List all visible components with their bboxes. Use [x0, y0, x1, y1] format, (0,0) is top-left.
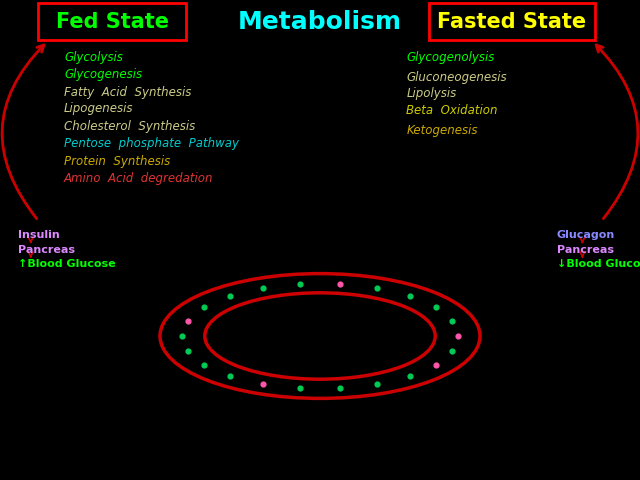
Point	[199, 304, 209, 312]
Point	[447, 347, 457, 355]
Text: Protein  Synthesis: Protein Synthesis	[64, 155, 170, 168]
FancyArrowPatch shape	[580, 252, 584, 257]
Point	[225, 372, 235, 380]
Point	[335, 384, 345, 392]
Point	[405, 372, 415, 380]
Point	[177, 332, 188, 340]
Text: Glycolysis: Glycolysis	[64, 51, 123, 64]
Text: Lipolysis: Lipolysis	[406, 87, 457, 100]
Point	[258, 284, 268, 292]
Text: Pancreas: Pancreas	[18, 245, 75, 254]
Point	[225, 292, 235, 300]
Text: Lipogenesis: Lipogenesis	[64, 102, 134, 116]
Text: ↓Blood Glucose: ↓Blood Glucose	[557, 259, 640, 269]
Text: Fed State: Fed State	[56, 12, 168, 32]
FancyArrowPatch shape	[580, 238, 584, 242]
Text: Glucagon: Glucagon	[557, 230, 615, 240]
FancyArrowPatch shape	[596, 45, 638, 218]
Point	[295, 280, 305, 288]
Text: Pentose  phosphate  Pathway: Pentose phosphate Pathway	[64, 137, 239, 151]
Point	[295, 384, 305, 392]
FancyArrowPatch shape	[29, 238, 33, 242]
Text: Pancreas: Pancreas	[557, 245, 614, 254]
Text: Glycogenesis: Glycogenesis	[64, 68, 142, 81]
Text: Ketogenesis: Ketogenesis	[406, 124, 478, 137]
Point	[452, 332, 463, 340]
Point	[431, 360, 441, 368]
Point	[372, 380, 382, 388]
Text: ↑Blood Glucose: ↑Blood Glucose	[18, 259, 116, 269]
FancyArrowPatch shape	[29, 252, 33, 257]
Point	[183, 347, 193, 355]
Point	[405, 292, 415, 300]
Point	[447, 317, 457, 325]
Text: Cholesterol  Synthesis: Cholesterol Synthesis	[64, 120, 195, 133]
FancyArrowPatch shape	[2, 45, 44, 218]
Text: Metabolism: Metabolism	[238, 10, 402, 34]
Text: Beta  Oxidation: Beta Oxidation	[406, 104, 498, 117]
Text: Fatty  Acid  Synthesis: Fatty Acid Synthesis	[64, 85, 191, 99]
Point	[372, 284, 382, 292]
Text: Glycogenolysis: Glycogenolysis	[406, 51, 495, 64]
Point	[258, 380, 268, 388]
Point	[335, 280, 345, 288]
Text: Amino  Acid  degredation: Amino Acid degredation	[64, 172, 214, 185]
Text: Gluconeogenesis: Gluconeogenesis	[406, 71, 507, 84]
Point	[183, 317, 193, 325]
Point	[199, 360, 209, 368]
Point	[431, 304, 441, 312]
Text: Fasted State: Fasted State	[437, 12, 587, 32]
Text: Insulin: Insulin	[18, 230, 60, 240]
